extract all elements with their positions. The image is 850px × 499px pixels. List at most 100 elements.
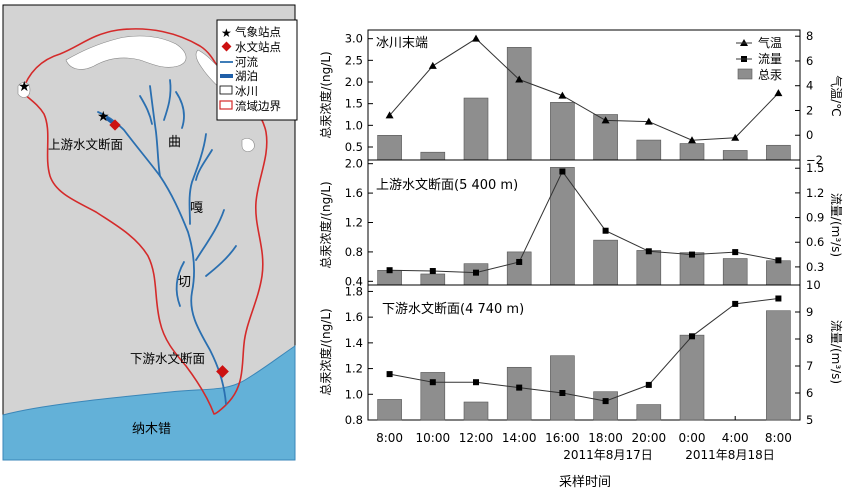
legend-bar-icon (737, 68, 753, 80)
panel1-ytick-label: 2.5 (345, 53, 363, 67)
river-name-char-3: 切 (178, 275, 191, 290)
date-label-0818: 2011年8月18日 (685, 448, 774, 462)
panel1-y2tick-label: −2 (806, 153, 823, 167)
panel1-point (515, 75, 524, 83)
panel1-bar (722, 150, 748, 161)
panel2-point (689, 251, 695, 258)
x-tick-label: 8:00 (765, 431, 792, 445)
panel2-point (732, 249, 739, 256)
panel3-y2tick-label: 7 (806, 359, 813, 373)
panel2-ylabel: 总汞浓度/(ng/L) (318, 181, 333, 268)
chart-legend: 气温 流量 总汞 (736, 35, 782, 82)
panel3-ylabel: 总汞浓度/(ng/L) (318, 308, 333, 395)
panel2-ytick-label: 0.4 (345, 274, 363, 288)
panel3-bar (506, 366, 532, 421)
panel3-y2tick-label: 10 (806, 278, 821, 292)
panel2-ytick-label: 2.0 (345, 157, 363, 171)
x-axis-label: 采样时间 (559, 475, 611, 490)
panel3-ytick-label: 1.4 (345, 336, 363, 350)
panel3-point (473, 379, 479, 386)
panel3-y2tick-label: 8 (806, 332, 813, 346)
panel1-y2tick-label: 8 (806, 29, 813, 43)
legend-label-airtemp: 气温 (758, 35, 782, 50)
basin-boundary (21, 28, 268, 415)
panel1-ytick-label: 2.0 (345, 75, 363, 89)
date-label-0817: 2011年8月17日 (563, 448, 652, 462)
river-name-char-2: 嘎 (190, 201, 203, 216)
legend-label-weather: 气象站点 (235, 25, 281, 39)
panel3-point (732, 300, 739, 307)
panel3-bar (636, 404, 662, 421)
panel2-bar (636, 250, 662, 286)
legend-label-flow: 流量 (758, 52, 782, 66)
panel3-point (645, 381, 652, 388)
glacier-1 (65, 35, 187, 70)
panel1-bar (377, 135, 402, 161)
x-tick-label: 20:00 (632, 431, 667, 445)
panel1-y2tick-label: 4 (806, 79, 813, 93)
x-tick-label: 0:00 (679, 431, 706, 445)
panel1-bar (506, 47, 532, 161)
panel3-ytick-label: 1.0 (345, 387, 363, 401)
panel2-ytick-label: 1.6 (345, 186, 363, 200)
legend-label-thg: 总汞 (758, 68, 782, 82)
panel3-ytick-label: 1.6 (345, 310, 363, 324)
panel3-bar (766, 310, 791, 421)
lake-name-label: 纳木错 (132, 422, 171, 437)
weather-station-star-2: ★ (97, 109, 110, 125)
lake-namco (2, 345, 296, 461)
panel3-bar (463, 401, 489, 421)
legend-label-hydro: 水文站点 (235, 40, 281, 54)
panel3-bar (593, 391, 618, 421)
panel3-point (602, 398, 609, 405)
panel2-y2tick-label: 0.9 (806, 211, 824, 225)
panel2-point (386, 267, 393, 274)
panel1-bar (550, 102, 575, 161)
river-network (97, 79, 237, 405)
panel3-bar (377, 399, 402, 421)
downstream-hydro-station (216, 365, 229, 378)
panel2-bar (679, 252, 705, 286)
panel2-point (775, 257, 782, 264)
x-tick-label: 4:00 (722, 431, 749, 445)
panel1-bar (463, 97, 489, 161)
panel2-bar (420, 273, 446, 286)
panel1-bar (420, 151, 446, 161)
panel3-bar (679, 334, 705, 421)
legend-star-icon: ★ (221, 26, 232, 40)
downstream-section-label: 下游水文断面 (130, 351, 205, 366)
panel3-ytick-label: 1.8 (345, 284, 363, 298)
panel3-point (559, 390, 566, 396)
x-tick-label: 14:00 (502, 431, 537, 445)
legend-label-river: 河流 (235, 55, 258, 69)
panel3-bar (550, 355, 575, 421)
panel3-y2tick-label: 6 (806, 386, 813, 400)
panel1-y2tick-label: 0 (806, 128, 813, 142)
panel2-point (473, 269, 479, 276)
glacier-3 (17, 82, 31, 98)
panel2-bar (593, 239, 618, 286)
panel1-point (428, 61, 437, 69)
panel1-point (472, 34, 480, 42)
panel1-ytick-label: 0.5 (345, 140, 363, 154)
panel1-point (774, 89, 783, 97)
x-tick-label: 18:00 (588, 431, 623, 445)
panel3-ytick-label: 1.2 (345, 362, 363, 376)
panel3-ytick-label: 0.8 (345, 413, 363, 427)
panel1-bar (766, 144, 791, 161)
panel2-point (645, 248, 652, 255)
legend-boundary-icon (219, 100, 233, 110)
panel3-point (775, 295, 782, 302)
panel3-point (386, 371, 393, 378)
x-tick-label: 8:00 (376, 431, 403, 445)
panel1-point (385, 111, 394, 119)
river-name-char-1: 曲 (168, 135, 181, 150)
panel2-point (429, 268, 436, 275)
panel1-ytick-label: 1.5 (345, 97, 363, 111)
x-tick-label: 16:00 (545, 431, 580, 445)
panel1-ytick-label: 3.0 (345, 32, 363, 46)
panel1-point (601, 116, 610, 124)
x-tick-label: 10:00 (416, 431, 451, 445)
panel1-bar (679, 143, 705, 161)
